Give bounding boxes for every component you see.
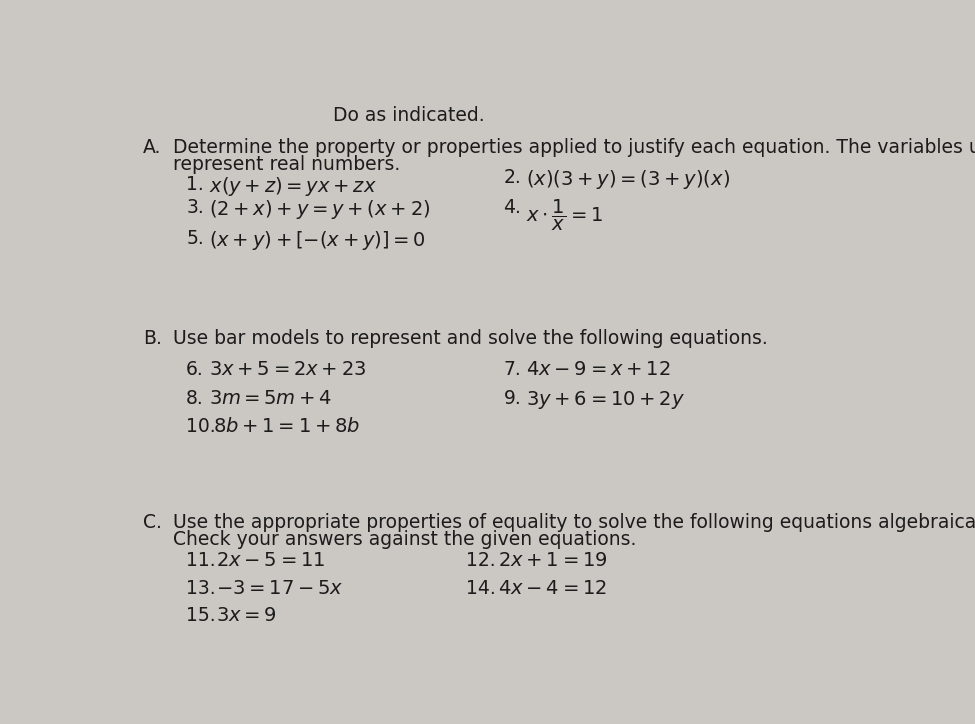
Text: 5.: 5.	[186, 229, 204, 248]
Text: 9.: 9.	[503, 389, 522, 408]
Text: 8.: 8.	[186, 389, 204, 408]
Text: Use bar models to represent and solve the following equations.: Use bar models to represent and solve th…	[174, 329, 768, 348]
Text: $3x+5=2x+23$: $3x+5=2x+23$	[209, 360, 367, 379]
Text: $x(y+z)=yx+zx$: $x(y+z)=yx+zx$	[209, 175, 376, 198]
Text: $2x+1=19$: $2x+1=19$	[498, 551, 607, 570]
Text: 11.: 11.	[186, 551, 215, 570]
Text: 6.: 6.	[186, 360, 204, 379]
Text: 3.: 3.	[186, 198, 204, 217]
Text: 12.: 12.	[466, 551, 495, 570]
Text: $(2+x)+y=y+(x+2)$: $(2+x)+y=y+(x+2)$	[209, 198, 430, 222]
Text: 14.: 14.	[466, 578, 495, 597]
Text: Check your answers against the given equations.: Check your answers against the given equ…	[174, 530, 637, 549]
Text: $2x-5=11$: $2x-5=11$	[216, 551, 326, 570]
Text: Determine the property or properties applied to justify each equation. The varia: Determine the property or properties app…	[174, 138, 975, 157]
Text: A.: A.	[143, 138, 162, 157]
Text: Do as indicated.: Do as indicated.	[333, 106, 486, 125]
Text: $3x=9$: $3x=9$	[216, 607, 277, 626]
Text: B.: B.	[143, 329, 162, 348]
Text: $(x)(3+y)=(3+y)(x)$: $(x)(3+y)=(3+y)(x)$	[526, 168, 730, 190]
Text: $4x-9=x+12$: $4x-9=x+12$	[526, 360, 671, 379]
Text: 7.: 7.	[503, 360, 522, 379]
Text: $3y+6=10+2y$: $3y+6=10+2y$	[526, 389, 685, 411]
Text: 4.: 4.	[503, 198, 522, 217]
Text: $-3=17-5x$: $-3=17-5x$	[216, 578, 344, 597]
Text: represent real numbers.: represent real numbers.	[174, 155, 401, 174]
Text: 2.: 2.	[503, 168, 522, 187]
Text: $(x+y)+[-(x+y)]=0$: $(x+y)+[-(x+y)]=0$	[209, 229, 426, 252]
Text: $8b+1=1+8b$: $8b+1=1+8b$	[213, 417, 360, 436]
Text: 15.: 15.	[186, 607, 215, 626]
Text: $3m=5m+4$: $3m=5m+4$	[209, 389, 332, 408]
Text: 10.: 10.	[186, 417, 215, 436]
Text: $4x-4=12$: $4x-4=12$	[498, 578, 607, 597]
Text: 1.: 1.	[186, 175, 204, 194]
Text: $x\cdot\dfrac{1}{x}=1$: $x\cdot\dfrac{1}{x}=1$	[526, 198, 604, 233]
Text: C.: C.	[143, 513, 162, 532]
Text: Use the appropriate properties of equality to solve the following equations alge: Use the appropriate properties of equali…	[174, 513, 975, 532]
Text: 13.: 13.	[186, 578, 215, 597]
